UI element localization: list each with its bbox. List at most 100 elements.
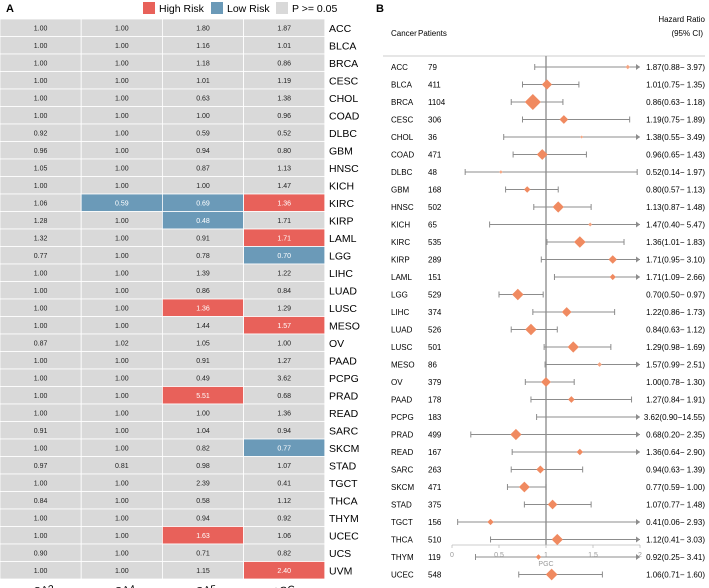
forest-patients-value: 178: [428, 396, 442, 405]
heatmap-cell-value: 0.92: [34, 130, 48, 137]
forest-patients-value: 156: [428, 518, 442, 527]
forest-cancer-label: LIHC: [391, 308, 409, 317]
hr-ci-label: 0.92(0.25− 3.41): [646, 553, 705, 562]
heatmap: 1.00 1.00 1.80 1.87 ACC 1.00 1.00 1.16 1.01 BLCA 1…: [0, 18, 360, 588]
heatmap-cell-value: 0.94: [196, 148, 210, 155]
heatmap-cell-value: 1.38: [277, 95, 291, 102]
heatmap-cell-value: 1.00: [34, 393, 48, 400]
heatmap-row-label: DLBC: [329, 128, 357, 140]
hr-ci-label: 1.22(0.86− 1.73): [646, 308, 705, 317]
forest-cancer-label: KICH: [391, 221, 410, 230]
x-tick-label: 2: [638, 552, 642, 559]
forest-patients-value: 374: [428, 308, 442, 317]
hr-ci-label: 0.41(0.06− 2.93): [646, 518, 705, 527]
heatmap-row-label: HNSC: [329, 163, 359, 175]
heatmap-cell-value: 1.00: [115, 480, 129, 487]
heatmap-cell-value: 1.00: [277, 340, 291, 347]
column-header-hazard-ratio: Hazard Ratio: [658, 15, 705, 24]
heatmap-row-label: ACC: [329, 23, 352, 35]
heatmap-cell-value: 1.00: [115, 148, 129, 155]
heatmap-cell-value: 0.63: [196, 95, 210, 102]
hr-marker: [523, 186, 531, 193]
heatmap-cell-value: 1.07: [277, 463, 291, 470]
heatmap-cell-value: 1.00: [115, 393, 129, 400]
hr-ci-label: 0.77(0.59− 1.00): [646, 483, 705, 492]
heatmap-cell-value: 1.00: [115, 358, 129, 365]
heatmap-cell-value: 1.01: [277, 43, 291, 50]
hr-ci-label: 1.47(0.40− 5.47): [646, 221, 705, 230]
heatmap-row-label: BLCA: [329, 40, 356, 52]
heatmap-cell-value: 1.00: [115, 95, 129, 102]
hr-marker: [524, 94, 541, 110]
heatmap-cell-value: 1.00: [115, 183, 129, 190]
heatmap-row-label: LUSC: [329, 303, 357, 315]
heatmap-cell-value: 1.00: [115, 288, 129, 295]
heatmap-cell-value: 1.00: [34, 25, 48, 32]
heatmap-cell-value: 1.00: [34, 270, 48, 277]
forest-cancer-label: BLCA: [391, 81, 413, 90]
forest-patients-value: 151: [428, 273, 442, 282]
heatmap-row-label: OV: [329, 338, 344, 350]
hr-marker: [547, 499, 558, 510]
heatmap-cell-value: 1.00: [196, 113, 210, 120]
hr-ci-label: 1.71(0.95− 3.10): [646, 256, 705, 265]
ci-arrow: [636, 519, 640, 525]
column-header-patients: Patients: [418, 29, 447, 38]
heatmap-cell-value: 1.00: [115, 113, 129, 120]
heatmap-cell-value: 0.77: [34, 253, 48, 260]
heatmap-row-label: TGCT: [329, 478, 358, 490]
x-tick-label: 1: [544, 552, 548, 559]
legend-high-swatch: [143, 2, 155, 14]
heatmap-cell-value: 1.00: [115, 78, 129, 85]
forest-cancer-label: READ: [391, 448, 413, 457]
heatmap-row-label: KICH: [329, 180, 354, 192]
heatmap-cell-value: 0.91: [34, 428, 48, 435]
forest-cancer-label: LAML: [391, 273, 412, 282]
heatmap-cell-value: 1.05: [196, 340, 210, 347]
heatmap-cell-value: 1.00: [34, 323, 48, 330]
hr-ci-label: 1.57(0.99− 2.51): [646, 361, 705, 370]
heatmap-cell-value: 0.80: [277, 148, 291, 155]
heatmap-cell-value: 1.32: [34, 235, 48, 242]
heatmap-row-label: CHOL: [329, 93, 358, 105]
ci-arrow: [636, 274, 640, 280]
hr-ci-label: 0.80(0.57− 1.13): [646, 186, 705, 195]
forest-cancer-label: HNSC: [391, 203, 414, 212]
hr-ci-label: 1.12(0.41− 3.03): [646, 536, 705, 545]
heatmap-cell: [243, 561, 326, 580]
heatmap-row-label: STAD: [329, 460, 357, 472]
forest-patients-value: 263: [428, 466, 442, 475]
heatmap-row-label: KIRP: [329, 215, 354, 227]
forest-patients-value: 375: [428, 501, 442, 510]
forest-patients-value: 499: [428, 431, 442, 440]
forest-patients-value: 36: [428, 133, 437, 142]
hr-marker: [499, 170, 503, 174]
heatmap-cell-value: 0.52: [277, 130, 291, 137]
forest-patients-value: 289: [428, 256, 442, 265]
forest-patients-value: 471: [428, 483, 442, 492]
heatmap-cell-value: 1.00: [196, 183, 210, 190]
hr-ci-label: 1.38(0.55− 3.49): [646, 133, 705, 142]
hr-ci-label: 1.13(0.87− 1.48): [646, 203, 705, 212]
hr-marker: [580, 135, 584, 139]
forest-patients-value: 167: [428, 448, 442, 457]
heatmap-cell-value: 1.00: [115, 410, 129, 417]
heatmap-row-label: KIRC: [329, 198, 355, 210]
hr-ci-label: 1.27(0.84− 1.91): [646, 396, 705, 405]
hr-ci-label: 1.29(0.98− 1.69): [646, 343, 705, 352]
forest-patients-value: 1104: [428, 98, 446, 107]
x-tick-label: 0: [450, 552, 454, 559]
forest-cancer-label: KIRP: [391, 256, 410, 265]
heatmap-cell-value: 0.92: [277, 515, 291, 522]
hr-marker: [567, 341, 579, 353]
hr-ci-label: 0.70(0.50− 0.97): [646, 291, 705, 300]
forest-patients-value: 471: [428, 151, 442, 160]
ci-arrow: [636, 361, 640, 368]
heatmap-cell-value: 1.00: [34, 288, 48, 295]
heatmap-cell-value: 1.39: [196, 270, 210, 277]
hr-ci-label: 0.86(0.63− 1.18): [646, 98, 705, 107]
heatmap-col-label: PGA3: [25, 583, 55, 588]
heatmap-cell-value: 1.44: [196, 323, 210, 330]
ci-arrow: [636, 414, 640, 420]
forest-cancer-label: THCA: [391, 536, 413, 545]
